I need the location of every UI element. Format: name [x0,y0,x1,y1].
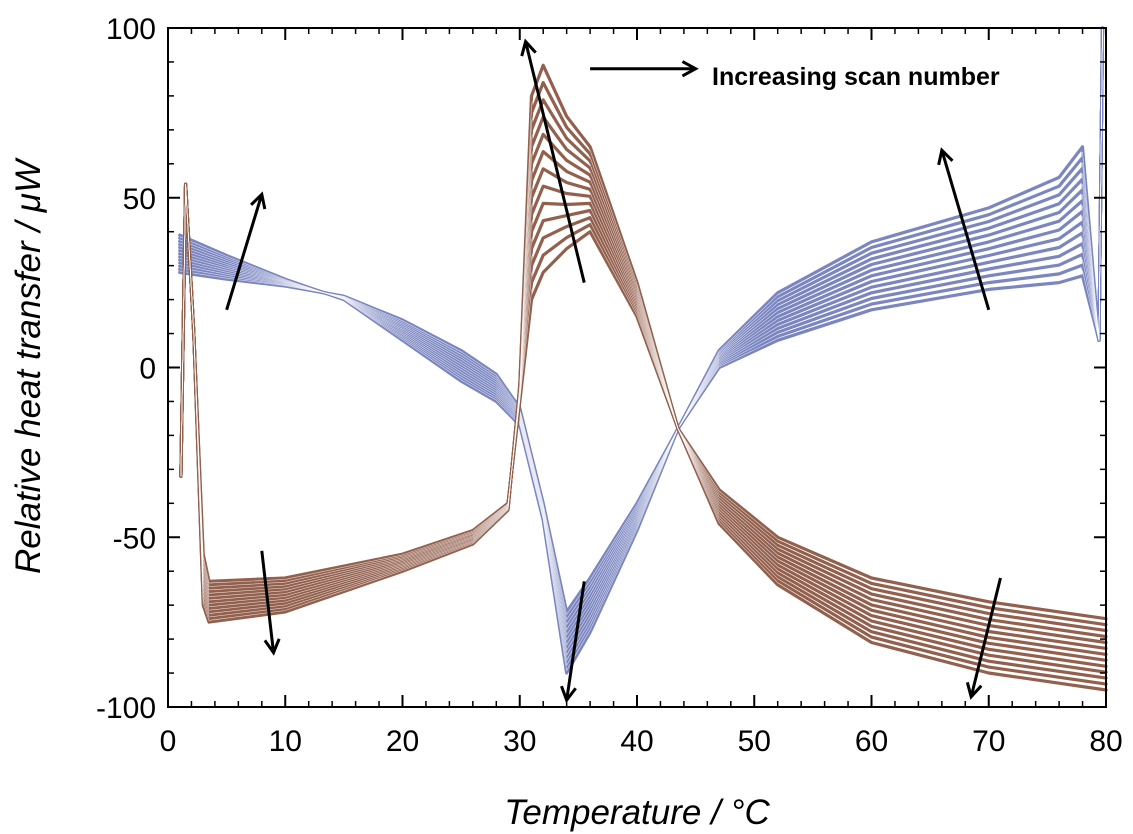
heating-scan-separator-9 [179,27,1103,656]
heating-scan-6 [178,26,1105,639]
heating-scan-separator-8 [179,27,1103,651]
trend-arrow-2 [260,550,281,656]
y-tick-label: 50 [123,183,156,216]
curves-layer [178,26,1108,692]
heating-scan-separator-7 [179,27,1103,646]
trend-arrow-4 [560,581,586,704]
cooling-scan-separator-4 [180,183,1107,640]
heating-scan-separator-2 [179,27,1103,620]
cooling-scan-separator-6 [180,177,1107,652]
x-tick-label: 20 [386,725,419,758]
annotation-increasing-scan-number: Increasing scan number [712,63,1000,91]
cooling-scan-separator-2 [180,183,1107,628]
x-tick-label: 50 [738,725,771,758]
x-tick-label: 10 [269,725,302,758]
heating-scan-11 [178,26,1105,665]
cooling-scan-separator-7 [180,160,1107,658]
ticks-layer: 0 10 20 30 40 50 60 70 80 -100 -50 0 50 100 [96,13,1123,758]
heating-scan-9 [178,26,1105,655]
cooling-scan-separator-5 [180,183,1107,646]
y-tick-label: 0 [139,353,156,386]
y-tick-label: -50 [113,522,156,555]
x-tick-label: 30 [503,725,536,758]
trend-arrow-5 [937,147,991,311]
cooling-scan-13 [179,63,1108,692]
y-axis-title: Relative heat transfer / μW [9,157,48,574]
heating-scan-separator-3 [179,27,1103,625]
cooling-scan-separator-8 [180,142,1107,664]
cooling-scan-separator-12 [180,73,1107,688]
trend-arrow-6 [965,577,1002,700]
heating-scan-8 [178,26,1105,650]
x-tick-label: 60 [855,725,888,758]
heating-scan-7 [178,26,1105,645]
heating-scan-separator-11 [179,27,1103,666]
x-tick-label: 80 [1089,725,1122,758]
heating-scan-separator-4 [179,27,1103,631]
y-tick-label: 100 [106,13,156,46]
heating-scan-separator-12 [179,27,1103,671]
heating-scan-10 [178,26,1105,660]
cooling-scan-separator-9 [180,125,1107,670]
cooling-scan-separator-10 [180,108,1107,676]
trend-arrows-layer [225,38,1002,704]
cooling-scan-separator-1 [180,183,1107,622]
heating-scan-separator-6 [179,27,1103,641]
trend-arrow-7 [590,60,699,78]
cooling-scan-separator-11 [180,90,1107,682]
x-tick-label: 70 [972,725,1005,758]
x-axis-title: Temperature / °C [504,793,770,832]
y-tick-label: -100 [96,692,156,725]
cooling-scan-3 [179,182,1108,633]
heating-scan-separator-10 [179,27,1103,661]
trend-arrow-3 [520,38,586,283]
trend-arrow-1 [225,191,267,311]
x-tick-label: 0 [160,725,177,758]
heating-scan-separator-5 [179,27,1103,636]
x-tick-label: 40 [620,725,653,758]
cooling-scan-separator-3 [180,183,1107,634]
cooling-scan-1 [179,182,1108,621]
heating-scan-separator-1 [179,27,1103,615]
